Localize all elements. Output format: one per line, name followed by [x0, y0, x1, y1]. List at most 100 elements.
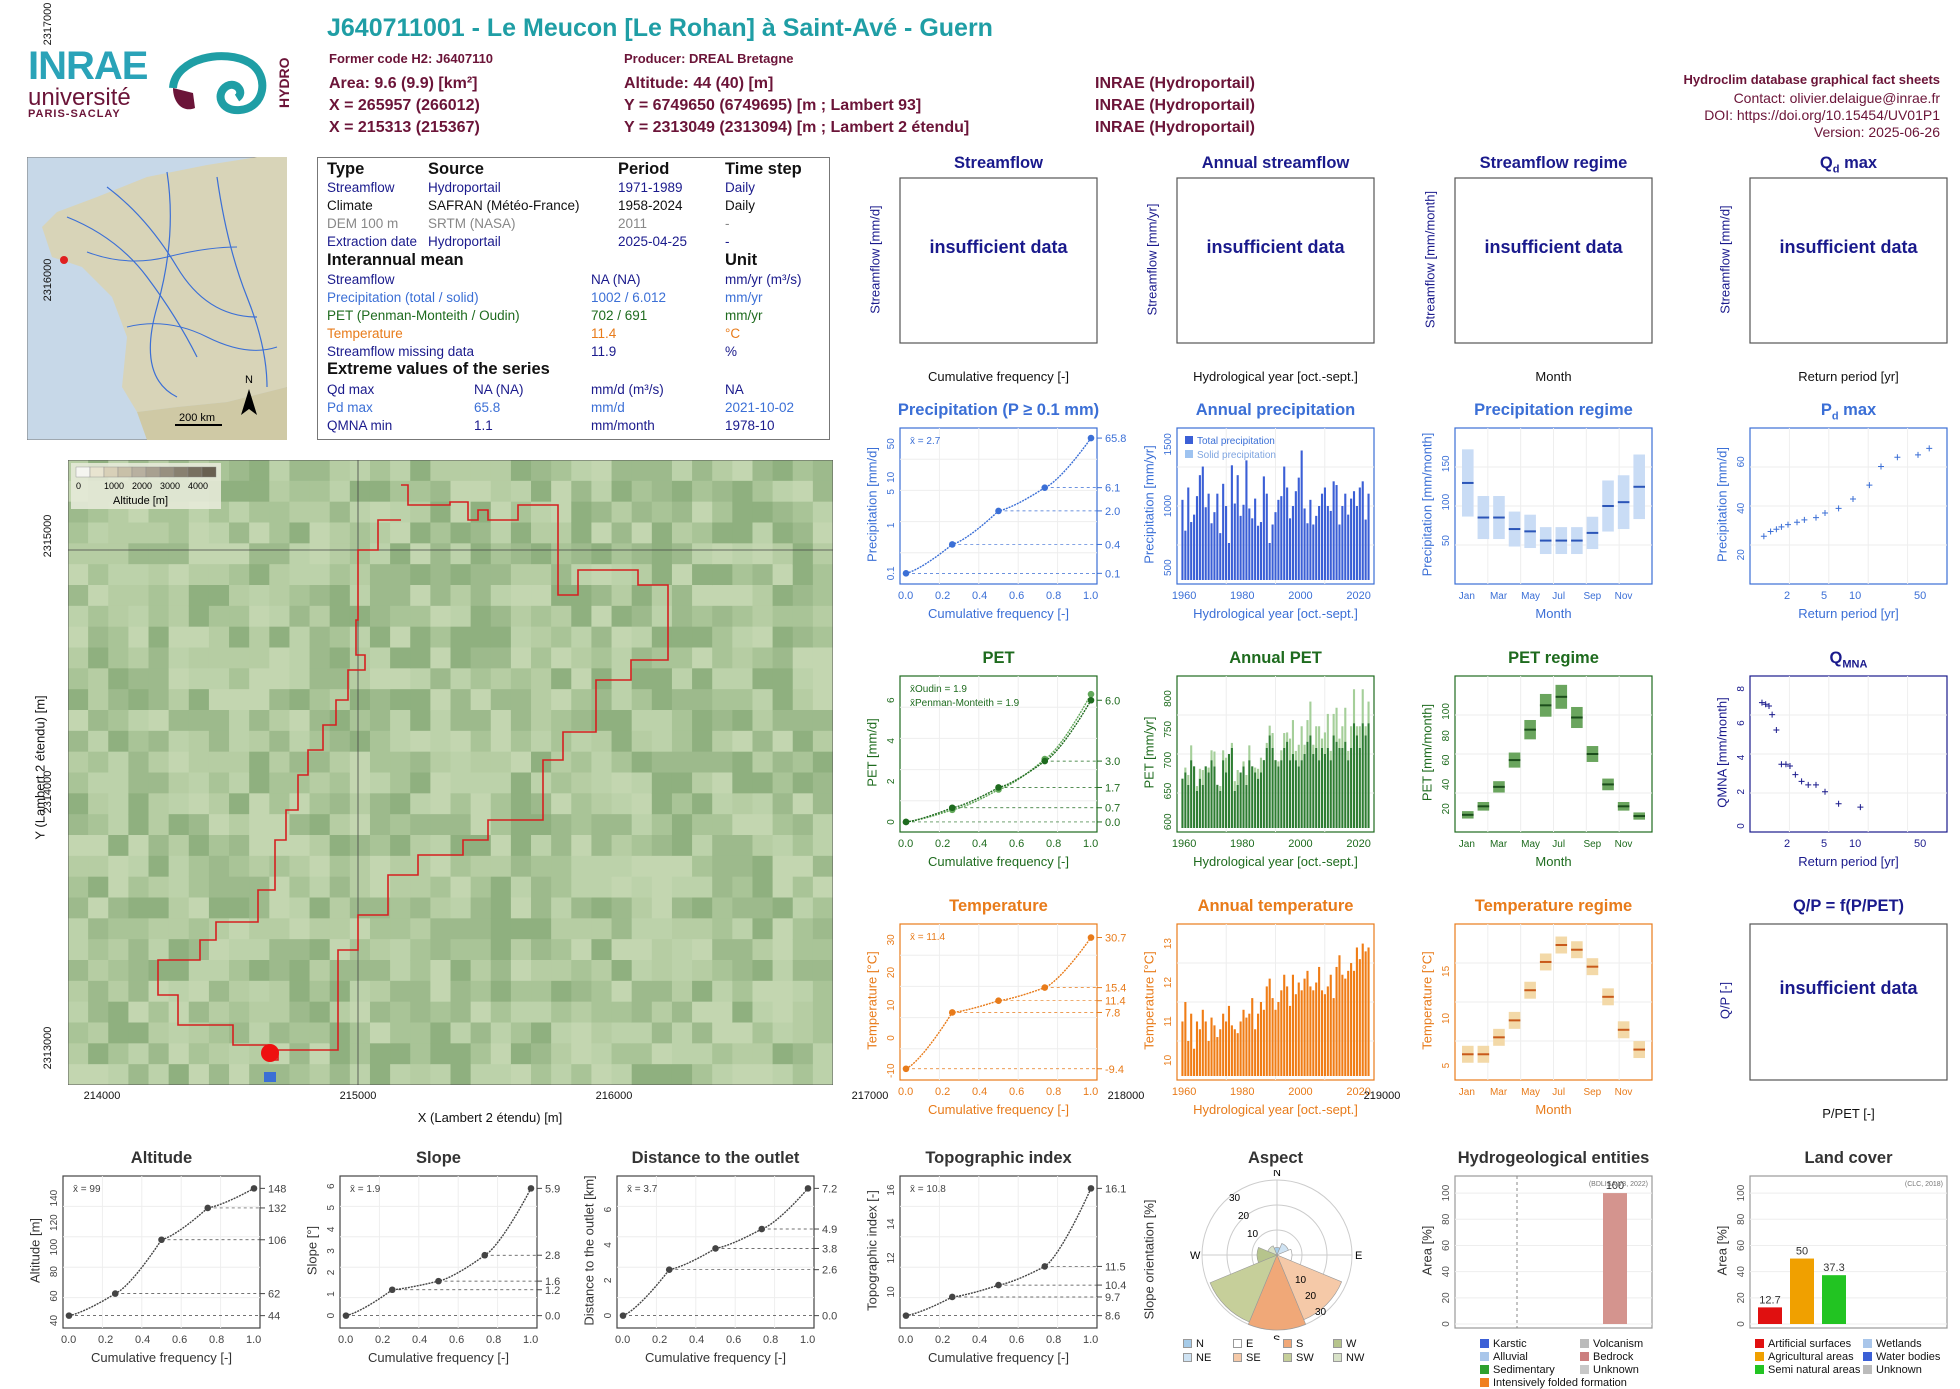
bar [1361, 481, 1364, 580]
dem-xtick: 219000 [1363, 1090, 1401, 1102]
bar [1248, 508, 1251, 580]
bar [1274, 1009, 1277, 1076]
tick-label: 600 [1163, 813, 1174, 830]
bar-pm [1367, 701, 1370, 724]
tick-label: 0 [603, 1312, 614, 1318]
bar-pm [1195, 786, 1199, 791]
bar [1332, 481, 1335, 580]
source-1: INRAE (Hydroportail) [1095, 97, 1255, 114]
tick-label: 0.6 [449, 1334, 464, 1346]
info-step: Daily [725, 198, 756, 213]
temp-title: Temperature [880, 897, 1117, 916]
page-title: J640711001 - Le Meucon [Le Rohan] à Sain… [327, 14, 993, 42]
catchment-outline [157, 484, 669, 1061]
bar [1251, 766, 1254, 828]
tick-label: 16.1 [1105, 1183, 1126, 1195]
tick-label: 10 [1441, 1012, 1452, 1024]
precip-title: Precipitation (P ≥ 0.1 mm) [860, 401, 1137, 420]
dem-xtick: 217000 [851, 1090, 889, 1102]
tick-label: 100 [1736, 1184, 1747, 1201]
info-header-extreme: Extreme values of the series [327, 360, 550, 378]
mean-name: Streamflow missing data [327, 344, 475, 359]
tick-label: 80 [49, 1266, 60, 1278]
dem-xlabel: X (Lambert 2 étendu) [m] [417, 1110, 563, 1125]
qmna-xlabel: Return period [yr] [1798, 854, 1899, 869]
tick-label: 5 [1821, 590, 1827, 602]
qmna-plot: 0 2 4 6 8 2 5 10 50 [1736, 675, 1948, 850]
return-point [1812, 514, 1819, 521]
bar [1352, 723, 1356, 828]
bar [1268, 978, 1271, 1076]
tick-label: 30.7 [1105, 933, 1126, 945]
bar-pm [1309, 701, 1312, 736]
bar [1190, 522, 1193, 580]
pd_max-title-text: P [1820, 401, 1832, 419]
tick-label: 0.0 [615, 1334, 630, 1346]
bar [1245, 1017, 1248, 1076]
pct-bar [1790, 1258, 1814, 1324]
bar [1187, 784, 1190, 828]
tick-label: 7.8 [1105, 1007, 1120, 1019]
tick-label: 10 [886, 471, 897, 483]
tick-label: 0.0 [545, 1311, 560, 1323]
tick-label: 80 [1441, 1213, 1452, 1225]
bar [1286, 487, 1289, 580]
streamflow_regime-ylabel: Streamflow [mm/month] [1422, 190, 1438, 328]
return-point [1766, 703, 1773, 709]
bar [1306, 741, 1309, 828]
tick-label: 6 [326, 1183, 337, 1189]
tick-label: 1.7 [1105, 782, 1120, 794]
area: Area: 9.6 (9.9) [km²] [329, 75, 478, 92]
bar [1350, 498, 1353, 580]
bar-pm [1233, 781, 1236, 791]
bar-value: 12.7 [1759, 1294, 1780, 1306]
tick-label: 10 [1247, 1229, 1259, 1240]
bar [1227, 1005, 1231, 1076]
bar-pm [1198, 768, 1201, 779]
qd_max-title-suffix: max [1839, 154, 1878, 172]
bar-pm [1326, 713, 1329, 748]
tick-label: N [1273, 1170, 1281, 1179]
bar [1262, 476, 1265, 580]
bar [1210, 523, 1213, 580]
tick-label: 0.0 [898, 838, 913, 850]
bar-pm [1312, 744, 1315, 754]
bar-pm [1288, 738, 1292, 761]
bar [1288, 1005, 1292, 1076]
tick-label: 15.4 [1105, 983, 1126, 995]
distance-title: Distance to the outlet [577, 1149, 854, 1168]
tick-label: 0.6 [1009, 1086, 1024, 1098]
altitude-plot: 148 132 106 62 44 0.0 0.2 0.4 0.6 0.8 1.0 40 60 80 100… [49, 1175, 286, 1346]
legend-label: SE [1246, 1352, 1261, 1364]
bar [1254, 1029, 1257, 1076]
bar [1257, 525, 1260, 580]
tick-label: Jan [1459, 839, 1475, 850]
aspect-legend-item: W [1333, 1338, 1356, 1350]
slope-ylabel: Slope [°] [304, 1225, 320, 1276]
bar [1309, 735, 1312, 828]
info-period: 1971-1989 [618, 180, 683, 195]
bar [1201, 1009, 1204, 1076]
tick-label: 44 [268, 1311, 280, 1323]
bar [1312, 754, 1315, 828]
pd_max-title-sub: d [1831, 410, 1839, 423]
tick-label: 106 [268, 1235, 286, 1247]
tick-label: 148 [268, 1183, 286, 1195]
tick-label: 2 [886, 778, 897, 784]
aspect-sector [1267, 1245, 1278, 1256]
bar [1338, 955, 1341, 1076]
annual_temp-title-text: Annual temperature [1197, 897, 1354, 915]
slope-plot: 5.9 2.8 1.61.2 0.0 0.0 0.2 0.4 0.6 0.8 1.0 0 1 2 3 4 5 6… [326, 1175, 560, 1346]
streamflow-xlabel: Cumulative frequency [-] [928, 369, 1069, 384]
return-point [1926, 445, 1933, 452]
tick-label: Total precipitation [1197, 436, 1275, 447]
hydrogeo-ylabel: Area [%] [1419, 1225, 1435, 1276]
mean-unit: mm/yr [725, 290, 763, 305]
bar [1288, 518, 1292, 580]
quantile-point [1087, 690, 1095, 698]
bar [1274, 760, 1277, 828]
tick-label: 60 [1441, 1239, 1452, 1251]
tick-label: 2 [1784, 590, 1790, 602]
return-point [1857, 804, 1864, 811]
annual_temp-title: Annual temperature [1157, 897, 1394, 916]
